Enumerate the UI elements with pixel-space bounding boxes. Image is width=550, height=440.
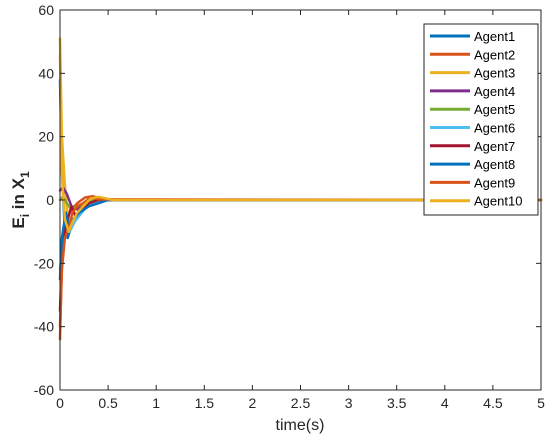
x-tick-label: 4	[441, 395, 449, 411]
legend-label: Agent6	[474, 121, 515, 136]
y-tick-label: -60	[34, 382, 54, 398]
y-axis-label-sub-i: i	[18, 214, 32, 217]
legend-label: Agent8	[474, 157, 515, 172]
series-line-agent10	[58, 53, 543, 233]
y-axis-label-sub-1: 1	[18, 171, 32, 178]
x-tick-label: 0	[56, 395, 64, 411]
legend-label: Agent3	[474, 66, 515, 81]
x-tick-label: 2	[249, 395, 257, 411]
x-tick-label: 5	[537, 395, 545, 411]
x-axis: 0 0.5 1 1.5 2 2.5 3 3.5 4 4.5 5	[56, 10, 545, 411]
y-tick-label: -40	[34, 319, 54, 335]
y-axis: -60 -40 -20 0 20 40 60	[34, 2, 541, 398]
x-axis-label: time(s)	[276, 417, 325, 434]
series-layer	[58, 37, 543, 341]
x-tick-label: 0.5	[98, 395, 118, 411]
legend-label: Agent7	[474, 139, 515, 154]
y-tick-label: 20	[38, 129, 54, 145]
legend-label: Agent4	[474, 84, 515, 99]
x-tick-label: 3.5	[387, 395, 407, 411]
x-tick-label: 3	[345, 395, 353, 411]
y-axis-label: Ei in X1	[9, 171, 32, 229]
x-tick-label: 1.5	[195, 395, 215, 411]
y-tick-label: 60	[38, 2, 54, 18]
legend-label: Agent2	[474, 47, 515, 62]
legend-label: Agent5	[474, 102, 515, 117]
y-axis-label-base: E	[9, 217, 28, 228]
legend-label: Agent9	[474, 175, 515, 190]
legend-label: Agent10	[474, 194, 522, 209]
x-tick-label: 1	[152, 395, 160, 411]
legend-label: Agent1	[474, 29, 515, 44]
y-tick-label: 0	[46, 192, 54, 208]
legend: Agent1 Agent2 Agent3 Agent4 Agent5 Agent6 Agen…	[423, 23, 539, 216]
y-axis-label-mid: in X	[9, 177, 28, 214]
y-tick-label: 40	[38, 65, 54, 81]
x-tick-label: 2.5	[291, 395, 311, 411]
x-tick-label: 4.5	[483, 395, 503, 411]
y-tick-label: -20	[34, 255, 54, 271]
